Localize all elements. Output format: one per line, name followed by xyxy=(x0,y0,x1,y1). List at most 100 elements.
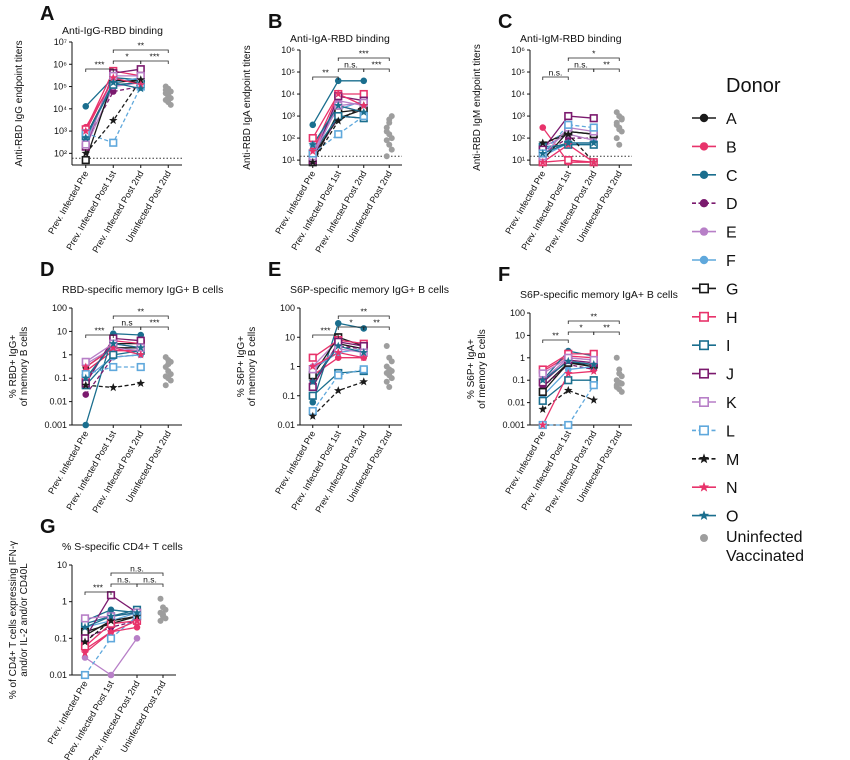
series-line xyxy=(542,384,595,426)
data-point xyxy=(309,398,317,406)
significance-label: n.s. xyxy=(130,564,144,574)
data-point xyxy=(359,365,368,374)
x-tick-label: Prev. Infected Post 2nd xyxy=(90,169,145,254)
significance-bracket xyxy=(337,315,390,319)
significance-label: ** xyxy=(590,312,597,322)
y-tick-label: 0.01 xyxy=(277,420,295,430)
data-point xyxy=(308,140,317,149)
significance-label: *** xyxy=(150,52,161,62)
significance-bracket xyxy=(136,583,164,587)
legend-label: L xyxy=(726,423,735,440)
significance-bracket xyxy=(84,591,112,595)
legend-label: Uninfected Vaccinated xyxy=(726,529,804,565)
uninfected-point xyxy=(162,606,169,613)
chart-title: Anti-IgG-RBD binding xyxy=(62,25,163,37)
uninfected-point xyxy=(613,354,620,361)
y-tick-label: 10⁴ xyxy=(281,89,295,99)
data-point xyxy=(308,377,317,386)
data-point xyxy=(80,622,90,631)
significance-bracket xyxy=(140,326,169,330)
chart-title: S6P-specific memory IgG+ B cells xyxy=(290,284,449,296)
data-point xyxy=(538,138,547,147)
significance-bracket xyxy=(112,49,169,53)
panel-label: B xyxy=(268,11,282,33)
y-tick-label: 10 xyxy=(57,560,67,570)
panel-label: F xyxy=(498,264,510,286)
data-point xyxy=(538,420,547,429)
data-point xyxy=(589,381,598,390)
data-point xyxy=(564,356,573,365)
data-point xyxy=(589,360,598,369)
y-tick-label: 10¹ xyxy=(282,155,295,165)
legend-label: F xyxy=(726,253,736,270)
data-point xyxy=(589,123,598,132)
data-point xyxy=(81,133,90,142)
y-tick-label: 0.001 xyxy=(44,420,67,430)
uninfected-point xyxy=(386,116,393,123)
data-point xyxy=(109,88,117,95)
legend-label: I xyxy=(726,338,730,355)
data-point xyxy=(80,614,90,623)
data-point xyxy=(334,101,343,110)
panel-label: G xyxy=(40,516,56,538)
y-tick-label: 10³ xyxy=(512,111,525,121)
legend-label: C xyxy=(726,168,738,185)
significance-bracket xyxy=(110,572,164,576)
data-point xyxy=(136,350,145,359)
legend-label: G xyxy=(726,281,738,298)
significance-label: *** xyxy=(95,326,106,336)
chart-title: Anti-IgA-RBD binding xyxy=(290,33,390,45)
series-line xyxy=(312,115,365,155)
uninfected-point xyxy=(383,378,390,385)
data-point xyxy=(334,371,343,380)
uninfected-point xyxy=(383,343,390,350)
y-tick-label: 1 xyxy=(62,350,67,360)
data-point xyxy=(359,101,368,110)
x-tick-label: Prev. Infected Post 1st xyxy=(64,429,118,512)
x-tick-label: Prev. Infected Post 1st xyxy=(64,169,118,252)
significance-bracket xyxy=(567,320,620,324)
data-point xyxy=(82,102,90,110)
legend-label: J xyxy=(726,367,734,384)
significance-label: n.s. xyxy=(344,60,358,70)
y-tick-label: 1 xyxy=(520,353,525,363)
data-point xyxy=(334,341,343,350)
data-point xyxy=(589,114,598,123)
legend-label: D xyxy=(726,196,738,213)
significance-bracket xyxy=(542,76,569,80)
data-point xyxy=(308,157,317,166)
legend-label: O xyxy=(726,509,738,526)
data-point xyxy=(82,421,90,429)
legend-marker xyxy=(698,283,709,294)
significance-label: * xyxy=(592,49,596,59)
y-tick-label: 10⁵ xyxy=(281,67,295,77)
data-point xyxy=(109,73,118,82)
uninfected-point xyxy=(616,141,623,148)
series-line xyxy=(84,615,138,676)
y-axis-label: Anti-RBD IgM endpoint titers xyxy=(472,44,483,171)
significance-label: * xyxy=(125,52,129,62)
x-tick-label: Uninfected Post 2nd xyxy=(575,169,624,244)
uninfected-point xyxy=(616,370,623,377)
significance-label: ** xyxy=(360,307,367,317)
legend-marker xyxy=(699,142,709,151)
data-point xyxy=(132,616,142,625)
data-point xyxy=(334,130,343,139)
data-point xyxy=(564,369,573,378)
y-tick-label: 10⁴ xyxy=(53,104,67,114)
legend-label: K xyxy=(726,395,737,412)
uninfected-point xyxy=(160,611,166,618)
data-point xyxy=(589,138,598,147)
significance-bracket xyxy=(312,334,339,338)
chart-title: % S-specific CD4+ T cells xyxy=(62,541,183,553)
uninfected-point xyxy=(613,382,620,389)
data-point xyxy=(359,377,368,386)
legend-marker xyxy=(700,534,708,542)
data-point xyxy=(109,350,118,359)
data-point xyxy=(538,375,547,384)
legend-marker xyxy=(699,255,709,265)
data-point xyxy=(564,420,573,430)
data-point xyxy=(82,391,90,398)
data-point xyxy=(136,362,145,372)
data-point xyxy=(308,411,317,420)
